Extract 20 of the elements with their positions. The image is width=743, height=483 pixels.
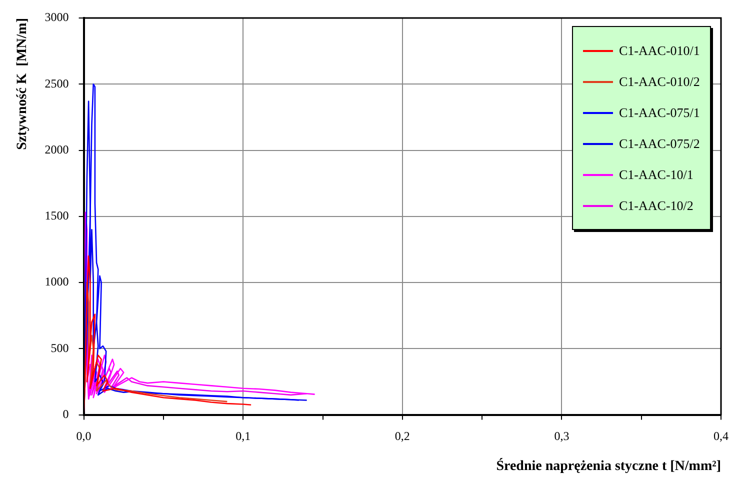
x-axis-title: Średnie naprężenia styczne t [N/mm²]: [496, 457, 721, 474]
y-tick-label: 2500: [44, 76, 69, 90]
y-tick-label: 3000: [44, 10, 69, 24]
y-tick-label: 1000: [44, 274, 69, 289]
legend-label: C1-AAC-075/1: [619, 104, 700, 120]
legend-label: C1-AAC-075/2: [619, 136, 700, 152]
legend-label: C1-AAC-10/1: [619, 166, 694, 182]
x-tick-label: 0,0: [76, 429, 92, 444]
legend-label: C1-AAC-010/1: [619, 42, 700, 58]
legend-label: C1-AAC-10/2: [619, 198, 694, 214]
x-tick-label: 0,1: [236, 429, 251, 444]
y-axis-title: Sztywność K [MN/m]: [15, 18, 30, 150]
legend-label: C1-AAC-010/2: [619, 74, 700, 90]
y-tick-label: 1500: [44, 208, 69, 223]
y-tick-label: 0: [62, 406, 69, 421]
x-tick-label: 0,2: [394, 429, 410, 444]
x-tick-label: 0,4: [714, 429, 728, 444]
y-tick-label: 500: [50, 340, 69, 355]
x-tick-label: 0,3: [554, 429, 570, 444]
y-tick-label: 2000: [44, 142, 69, 156]
